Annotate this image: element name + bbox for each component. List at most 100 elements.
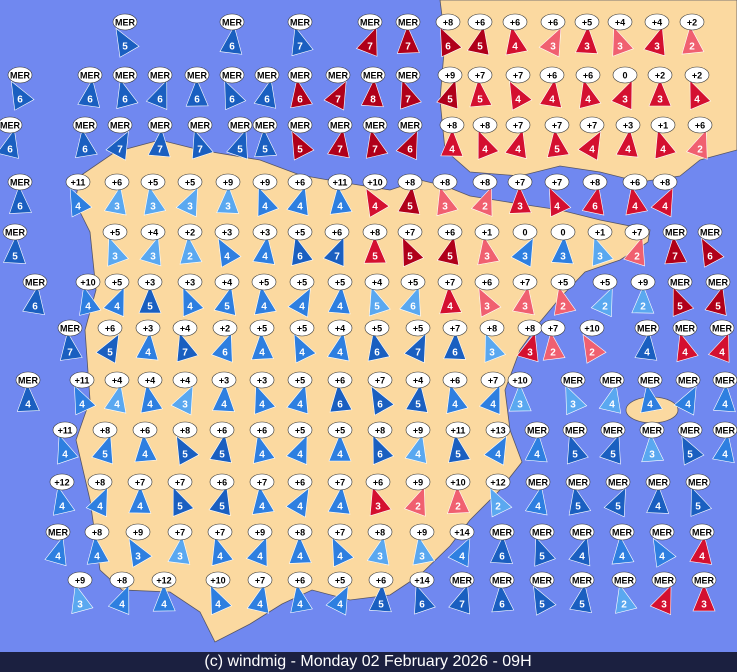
label-bubble xyxy=(112,13,138,31)
wind-arrow xyxy=(404,486,426,517)
wind-speed: 4 xyxy=(337,552,343,563)
wind-speed: 4 xyxy=(459,552,465,563)
wind-station: 3 +9 xyxy=(125,523,153,568)
wind-station: 5 MER xyxy=(677,421,705,466)
temperature-label: +4 xyxy=(112,375,122,385)
wind-station: 6 +8 xyxy=(367,421,395,466)
label-bubble xyxy=(362,173,388,191)
wind-arrow xyxy=(363,235,387,264)
label-bubble xyxy=(177,273,203,291)
wind-station: 4 +11 xyxy=(65,173,93,218)
wind-arrow xyxy=(439,285,463,315)
wind-station: 4 +7 xyxy=(577,116,605,161)
label-bubble xyxy=(368,571,394,589)
label-bubble xyxy=(405,473,431,491)
wind-speed: 7 xyxy=(459,600,465,611)
wind-triangle xyxy=(211,535,234,567)
wind-triangle xyxy=(396,25,420,54)
wind-arrow xyxy=(640,383,663,414)
wind-arrow xyxy=(712,433,735,464)
wind-speed: 6 xyxy=(499,600,505,611)
temperature-label: MER xyxy=(230,120,251,130)
wind-station: 3 +6 xyxy=(365,473,392,517)
wind-triangle xyxy=(402,236,425,268)
wind-arrow xyxy=(436,79,459,110)
wind-arrow xyxy=(147,128,171,158)
wind-arrow xyxy=(641,433,665,463)
wind-triangle xyxy=(489,487,513,518)
wind-speed: 5 xyxy=(12,252,18,263)
wind-triangle xyxy=(412,535,436,566)
wind-speed: 2 xyxy=(187,252,193,263)
label-bubble xyxy=(507,173,533,191)
wind-station: 4 +6 xyxy=(539,66,565,108)
temperature-label: +7 xyxy=(632,227,642,237)
wind-arrow xyxy=(611,535,635,565)
wind-arrow xyxy=(477,235,500,266)
temperature-label: +6 xyxy=(217,477,227,487)
temperature-label: +7 xyxy=(215,527,225,537)
wind-station: 4 MER xyxy=(689,523,715,565)
wind-arrow xyxy=(287,287,311,318)
wind-triangle xyxy=(649,584,672,616)
wind-speed: 6 xyxy=(297,95,303,106)
wind-speed: 4 xyxy=(415,450,421,461)
wind-station: 2 +10 xyxy=(445,473,471,514)
wind-arrow xyxy=(143,185,167,216)
wind-station: 4 +9 xyxy=(404,421,431,464)
wind-triangle xyxy=(213,285,236,316)
temperature-label: +5 xyxy=(582,17,592,27)
wind-station: 2 +12 xyxy=(485,473,513,518)
wind-triangle xyxy=(603,486,626,518)
wind-arrow xyxy=(370,385,395,416)
wind-station: 4 +5 xyxy=(102,273,130,318)
wind-speed: 7 xyxy=(182,348,188,359)
footer: (c) windmig - Monday 02 February 2026 - … xyxy=(204,653,531,670)
wind-station: 5 +8 xyxy=(362,223,388,264)
wind-speed: 4 xyxy=(79,400,85,411)
wind-speed: 4 xyxy=(682,348,688,359)
wind-speed: 4 xyxy=(217,552,223,563)
wind-speed: 3 xyxy=(177,552,183,563)
temperature-label: +6 xyxy=(217,425,227,435)
wind-arrow xyxy=(57,434,79,465)
wind-station: 3 +8 xyxy=(479,319,507,363)
wind-arrow xyxy=(396,25,420,54)
label-bubble xyxy=(485,473,511,491)
wind-arrow xyxy=(16,383,40,412)
wind-triangle xyxy=(208,485,231,516)
temperature-label: MER xyxy=(290,70,311,80)
wind-station: 5 +3 xyxy=(137,273,163,314)
wind-station: 4 +5 xyxy=(286,371,313,415)
wind-station: 7 MER xyxy=(448,571,475,615)
wind-station: 5 +6 xyxy=(209,421,235,463)
label-bubble xyxy=(227,116,253,134)
wind-arrow xyxy=(650,187,674,218)
wind-triangle xyxy=(293,333,317,364)
label-bubble xyxy=(367,421,393,439)
wind-station: 5 +4 xyxy=(213,273,240,316)
wind-speed: 4 xyxy=(297,202,303,213)
wind-station: 8 MER xyxy=(360,66,386,108)
temperature-label: MER xyxy=(398,17,419,27)
temperature-label: MER xyxy=(715,375,736,385)
wind-speed: 7 xyxy=(372,145,378,156)
wind-triangle xyxy=(224,79,247,111)
label-bubble xyxy=(7,66,33,84)
temperature-label: MER xyxy=(398,70,419,80)
wind-triangle xyxy=(367,331,391,362)
wind-triangle xyxy=(152,583,176,612)
wind-speed: 4 xyxy=(297,502,303,513)
wind-triangle xyxy=(478,287,502,318)
temperature-label: +2 xyxy=(655,70,665,80)
wind-triangle xyxy=(10,80,35,111)
wind-arrow xyxy=(625,185,649,216)
temperature-label: +7 xyxy=(405,227,415,237)
wind-triangle xyxy=(643,26,666,57)
wind-triangle xyxy=(646,485,670,514)
temperature-label: MER xyxy=(637,323,658,333)
wind-station: 4 MER xyxy=(568,523,595,567)
label-bubble xyxy=(362,116,388,134)
wind-station: 4 +2 xyxy=(684,66,712,111)
temperature-label: +5 xyxy=(295,227,305,237)
